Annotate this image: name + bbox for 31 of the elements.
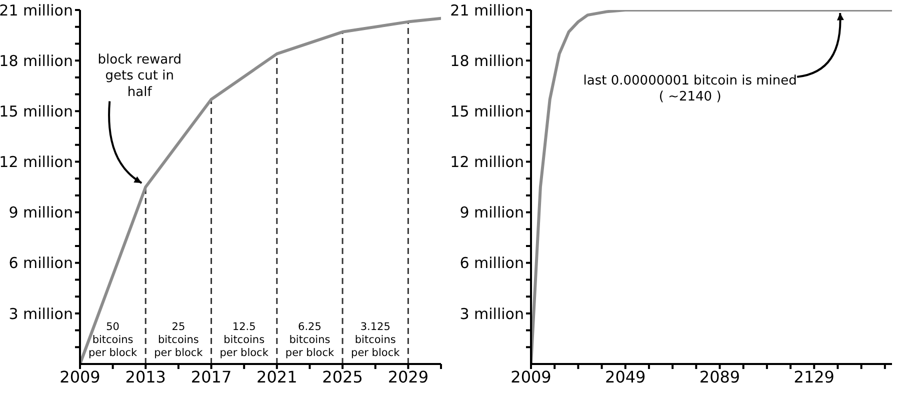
y-tick-label: 6 million: [460, 254, 524, 272]
annotation: 3.125 bitcoins per block: [351, 321, 401, 359]
x-tick-label: 2129: [794, 367, 834, 386]
y-tick-label: 12 million: [0, 153, 73, 172]
x-tick-label: 2017: [190, 367, 232, 386]
x-tick-label: 2025: [322, 367, 363, 386]
x-tick-label: 2009: [60, 367, 100, 386]
annotation: 12.5 bitcoins per block: [220, 321, 270, 359]
x-tick-label: 2009: [510, 367, 552, 386]
y-tick-label: 15 million: [0, 102, 73, 120]
y-tick-label: 21 million: [450, 1, 524, 20]
y-tick-label: 12 million: [450, 153, 524, 172]
y-tick-label: 9 million: [8, 204, 73, 222]
annotation: 6.25 bitcoins per block: [285, 321, 335, 359]
x-tick-label: 2049: [605, 367, 646, 386]
y-tick-label: 6 million: [8, 254, 73, 272]
y-tick-label: 21 million: [0, 1, 73, 20]
x-tick-label: 2029: [388, 367, 429, 386]
y-tick-label: 18 million: [450, 52, 524, 70]
y-tick-label: 3 million: [8, 304, 73, 323]
x-tick-label: 2013: [125, 367, 166, 386]
annotation: 25 bitcoins per block: [154, 321, 204, 359]
x-tick-label: 2089: [699, 367, 740, 386]
annotation: 50 bitcoins per block: [88, 321, 138, 359]
y-tick-label: 18 million: [0, 52, 73, 70]
annotation: block reward gets cut in half: [98, 52, 182, 100]
y-tick-label: 15 million: [450, 102, 524, 120]
y-tick-label: 3 million: [460, 304, 524, 323]
y-tick-label: 9 million: [460, 204, 524, 222]
x-tick-label: 2021: [256, 367, 298, 386]
annotation: last 0.00000001 bitcoin is mined ( ~2140 ): [583, 73, 797, 105]
